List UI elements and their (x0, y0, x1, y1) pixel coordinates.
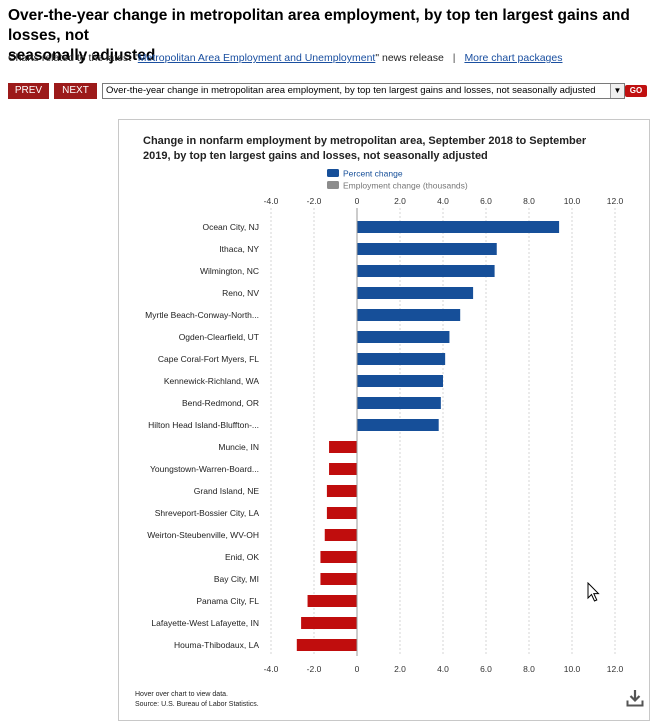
bar[interactable] (320, 551, 357, 563)
x-tick-label-bottom: 10.0 (564, 664, 581, 674)
legend-swatch[interactable] (327, 169, 339, 177)
bar[interactable] (357, 221, 560, 233)
legend-swatch[interactable] (327, 181, 339, 189)
bar[interactable] (357, 353, 446, 365)
category-label: Reno, NV (222, 288, 259, 298)
prev-button[interactable]: PREV (8, 83, 49, 99)
chart-source: Source: U.S. Bureau of Labor Statistics. (135, 701, 259, 708)
category-label: Cape Coral-Fort Myers, FL (158, 354, 259, 364)
chart-select-dropdown[interactable]: Over-the-year change in metropolitan are… (102, 83, 625, 99)
legend-label[interactable]: Percent change (343, 169, 403, 179)
bar[interactable] (357, 287, 474, 299)
bar[interactable] (357, 419, 439, 431)
related-charts-line: Charts related to the latest "Metropolit… (8, 52, 563, 64)
category-label: Myrtle Beach-Conway-North... (145, 310, 259, 320)
category-label: Ithaca, NY (219, 244, 259, 254)
x-tick-label-top: -2.0 (307, 196, 322, 206)
x-tick-label-top: 4.0 (437, 196, 449, 206)
x-tick-label-top: 10.0 (564, 196, 581, 206)
x-tick-label-bottom: -2.0 (307, 664, 322, 674)
category-label: Wilmington, NC (200, 266, 259, 276)
x-tick-label-bottom: 8.0 (523, 664, 535, 674)
category-label: Weirton-Steubenville, WV-OH (147, 530, 259, 540)
bar[interactable] (357, 309, 461, 321)
x-tick-label-bottom: 0 (355, 664, 360, 674)
x-tick-label-top: 0 (355, 196, 360, 206)
category-label: Kennewick-Richland, WA (164, 376, 259, 386)
page-title: Over-the-year change in metropolitan are… (8, 7, 630, 64)
category-label: Panama City, FL (196, 596, 259, 606)
bar[interactable] (329, 441, 357, 453)
chart-title: Change in nonfarm employment by metropol… (143, 135, 587, 162)
x-tick-label-top: 2.0 (394, 196, 406, 206)
chart-select-value: Over-the-year change in metropolitan are… (106, 85, 596, 96)
x-tick-label-top: 12.0 (607, 196, 624, 206)
related-suffix: " news release (375, 52, 444, 64)
link-separator: | (452, 52, 456, 64)
legend-label[interactable]: Employment change (thousands) (343, 181, 468, 191)
x-tick-label-top: -4.0 (264, 196, 279, 206)
category-label: Ocean City, NJ (202, 222, 259, 232)
bar[interactable] (357, 375, 443, 387)
category-label: Houma-Thibodaux, LA (174, 640, 259, 650)
more-chart-packages-link[interactable]: More chart packages (464, 52, 563, 64)
x-tick-label-bottom: -4.0 (264, 664, 279, 674)
dropdown-arrow-icon[interactable]: ▼ (610, 84, 624, 98)
x-tick-label-top: 6.0 (480, 196, 492, 206)
category-label: Bay City, MI (214, 574, 259, 584)
bar[interactable] (301, 617, 357, 629)
category-label: Hilton Head Island-Bluffton-... (148, 420, 259, 430)
bar[interactable] (324, 529, 357, 541)
go-button[interactable]: GO (625, 85, 647, 97)
category-label: Grand Island, NE (194, 486, 260, 496)
news-release-link[interactable]: Metropolitan Area Employment and Unemplo… (137, 52, 376, 64)
category-label: Enid, OK (225, 552, 259, 562)
chart-footnote: Hover over chart to view data. (135, 691, 228, 698)
category-label: Lafayette-West Lafayette, IN (151, 618, 259, 628)
bar[interactable] (357, 331, 450, 343)
x-tick-label-top: 8.0 (523, 196, 535, 206)
category-label: Ogden-Clearfield, UT (179, 332, 259, 342)
category-label: Bend-Redmond, OR (182, 398, 259, 408)
bar[interactable] (329, 463, 357, 475)
bar[interactable] (320, 573, 357, 585)
x-tick-label-bottom: 12.0 (607, 664, 624, 674)
bar[interactable] (357, 243, 497, 255)
bar[interactable] (326, 485, 357, 497)
x-tick-label-bottom: 2.0 (394, 664, 406, 674)
mouse-cursor-icon (587, 582, 600, 602)
next-button[interactable]: NEXT (54, 83, 97, 99)
bar[interactable] (357, 265, 495, 277)
bar[interactable] (326, 507, 357, 519)
x-tick-label-bottom: 4.0 (437, 664, 449, 674)
bar[interactable] (296, 639, 357, 651)
related-prefix: Charts related to the latest " (8, 52, 138, 64)
bar[interactable] (307, 595, 357, 607)
category-label: Youngstown-Warren-Board... (150, 464, 259, 474)
category-label: Shreveport-Bossier City, LA (155, 508, 260, 518)
category-label: Muncie, IN (218, 442, 259, 452)
download-icon[interactable] (625, 688, 645, 708)
x-tick-label-bottom: 6.0 (480, 664, 492, 674)
bar[interactable] (357, 397, 441, 409)
